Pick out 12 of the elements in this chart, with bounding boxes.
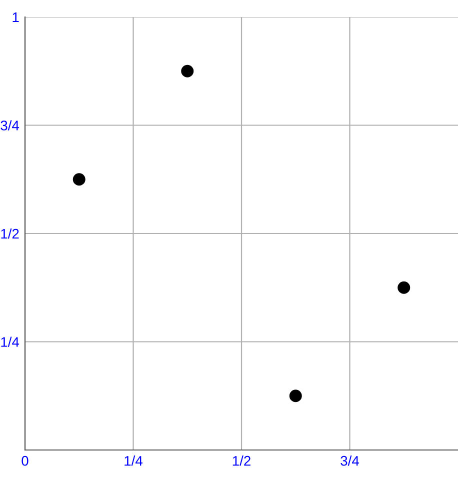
y-tick-label: 1/2 [1,228,19,239]
y-tick-label: 1/4 [1,336,20,347]
x-tick-label: 3/4 [340,456,359,466]
x-tick-label: 1/2 [232,456,250,466]
point [289,390,302,402]
point [72,173,86,186]
y-tick-label: 1 [12,12,19,22]
point [398,281,410,294]
point [181,64,194,78]
y-tick-label: 3/4 [0,120,20,130]
x-tick-label: 1/4 [124,456,142,466]
x-tick-label: 0 [22,456,28,466]
